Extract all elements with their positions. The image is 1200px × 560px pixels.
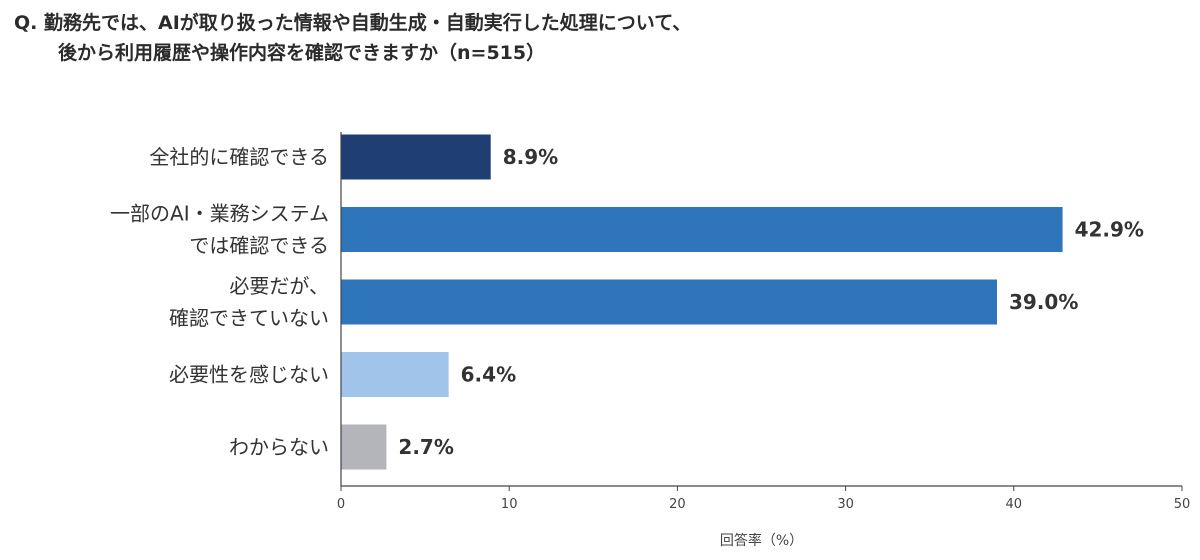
category-label-3: 必要性を感じない <box>169 363 329 387</box>
question-line-2: 後から利用履歴や操作内容を確認できますか（n=515） <box>58 42 546 64</box>
category-label-2-1: 確認できていない <box>169 306 329 330</box>
category-label-4: わからない <box>229 435 329 459</box>
bar-3 <box>341 352 449 397</box>
bar-0 <box>341 134 491 180</box>
x-tick-label-4: 40 <box>1006 497 1023 512</box>
value-label-1: 42.9% <box>1075 218 1144 242</box>
x-tick-label-3: 30 <box>837 497 854 512</box>
x-tick-label-1: 10 <box>501 497 518 512</box>
x-tick-label-5: 50 <box>1174 497 1191 512</box>
category-label-1-1: では確認できる <box>189 234 329 258</box>
value-label-0: 8.9% <box>503 145 558 169</box>
category-label-0: 全社的に確認できる <box>149 145 329 169</box>
value-label-4: 2.7% <box>398 435 453 459</box>
x-tick-label-0: 0 <box>337 497 345 512</box>
bar-2 <box>341 279 997 325</box>
value-label-2: 39.0% <box>1009 290 1078 314</box>
question-line-1: Q. 勤務先では、AIが取り扱った情報や自動生成・自動実行した処理について、 <box>14 12 692 34</box>
value-label-3: 6.4% <box>461 363 516 387</box>
bar-1 <box>341 207 1063 252</box>
bar-4 <box>341 424 387 470</box>
category-label-1-0: 一部のAI・業務システム <box>110 202 329 226</box>
category-label-2-0: 必要だが、 <box>229 274 329 298</box>
x-tick-label-2: 20 <box>669 497 686 512</box>
question-title: Q. 勤務先では、AIが取り扱った情報や自動生成・自動実行した処理について、 後… <box>14 8 1184 68</box>
x-axis-title: 回答率（%） <box>720 532 803 549</box>
